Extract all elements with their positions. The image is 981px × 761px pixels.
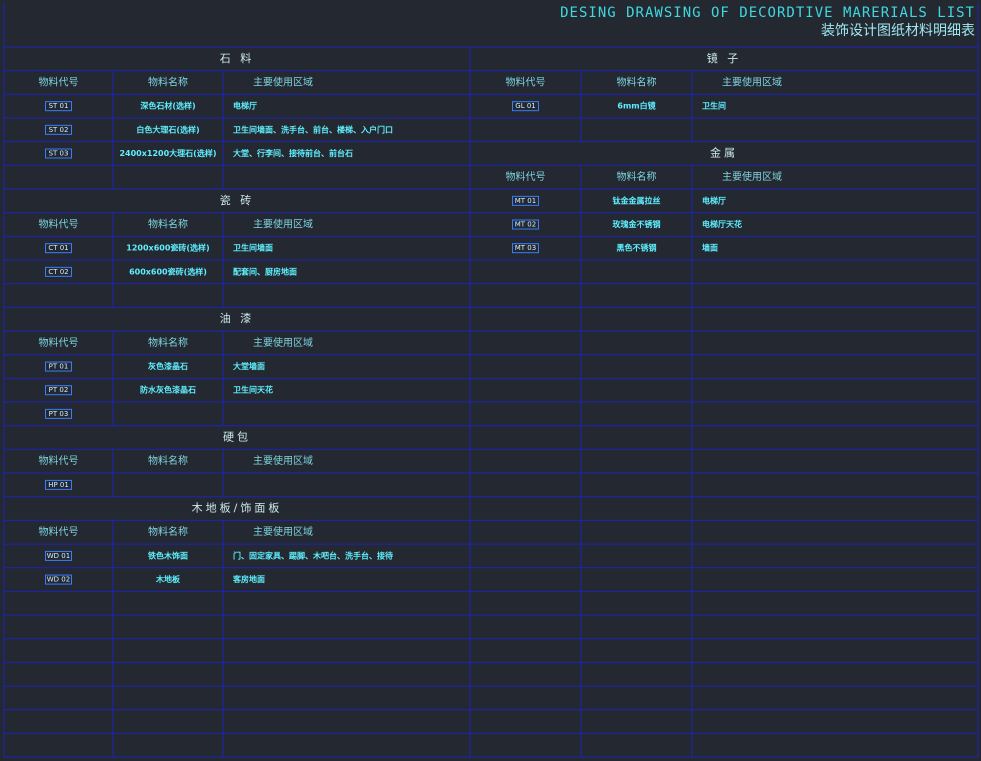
usage-area: 卫生间天花 xyxy=(233,385,273,395)
usage-area: 大堂墙面 xyxy=(233,361,265,371)
usage-area: 配套间、厨房地面 xyxy=(233,266,297,276)
code-box xyxy=(512,101,539,112)
material-name: 6mm白镜 xyxy=(617,101,655,111)
material-code: ST 01 xyxy=(49,102,69,110)
material-code: MT 03 xyxy=(515,244,536,252)
section-title: 镜 子 xyxy=(707,51,742,65)
code-box xyxy=(512,195,539,206)
material-name: 玫瑰金不锈钢 xyxy=(613,219,661,229)
material-name: 铁色木饰面 xyxy=(148,550,188,560)
material-name: 灰色漆晶石 xyxy=(148,361,188,371)
usage-area: 门、固定家具、踢脚、木吧台、洗手台、接待 xyxy=(233,550,393,560)
section-title: 瓷 砖 xyxy=(220,193,255,207)
code-box xyxy=(45,361,72,372)
code-box xyxy=(512,243,539,254)
section-title: 硬包 xyxy=(223,431,251,444)
code-box xyxy=(45,385,72,396)
code-box xyxy=(45,550,72,561)
material-code: GL 01 xyxy=(515,102,535,110)
material-code: MT 01 xyxy=(515,197,536,205)
material-name: 黑色不锈钢 xyxy=(617,243,657,253)
column-header: 物料名称 xyxy=(148,336,188,349)
section-title: 石 料 xyxy=(220,51,255,65)
column-header: 主要使用区域 xyxy=(253,218,313,231)
material-name: 木地板 xyxy=(155,574,181,584)
code-box xyxy=(45,479,72,490)
code-box xyxy=(45,101,72,112)
column-header: 物料代号 xyxy=(39,525,79,538)
column-header: 物料名称 xyxy=(148,525,188,538)
column-header: 主要使用区域 xyxy=(253,525,313,538)
code-box xyxy=(45,148,72,159)
material-code: ST 02 xyxy=(49,126,69,134)
column-header: 主要使用区域 xyxy=(253,76,313,89)
section-title: 油 漆 xyxy=(220,311,255,325)
code-box xyxy=(45,574,72,585)
material-code: CT 01 xyxy=(48,244,68,252)
code-box xyxy=(45,243,72,254)
usage-area: 大堂、行李间、接待前台、前台石 xyxy=(233,148,353,158)
material-code: PT 03 xyxy=(49,410,69,418)
material-name: 2400x1200大理石(选样) xyxy=(119,148,216,158)
code-box xyxy=(512,219,539,230)
column-header: 物料代号 xyxy=(39,218,79,231)
column-header: 主要使用区域 xyxy=(722,76,782,89)
code-box xyxy=(45,124,72,135)
column-header: 主要使用区域 xyxy=(253,336,313,349)
code-box xyxy=(45,408,72,419)
material-name: 钛金金属拉丝 xyxy=(613,195,661,205)
usage-area: 客房地面 xyxy=(232,574,265,584)
title: DESING DRAWSING OF DECORDTIVE MARERIALS … xyxy=(560,5,975,21)
material-code: MT 02 xyxy=(515,221,536,229)
material-name: 1200x600瓷砖(选样) xyxy=(126,243,209,253)
material-code: HP 01 xyxy=(48,481,69,489)
column-header: 物料代号 xyxy=(39,454,79,467)
material-code: ST 03 xyxy=(49,150,69,158)
code-box xyxy=(45,266,72,277)
column-header: 物料代号 xyxy=(506,170,546,183)
material-name: 600x600瓷砖(选样) xyxy=(129,266,207,276)
column-header: 主要使用区域 xyxy=(722,170,782,183)
column-header: 物料代号 xyxy=(39,76,79,89)
usage-area: 电梯厅 xyxy=(702,195,726,205)
material-code: CT 02 xyxy=(48,268,68,276)
column-header: 主要使用区域 xyxy=(253,454,313,467)
material-code: PT 02 xyxy=(49,386,69,394)
column-header: 物料代号 xyxy=(39,336,79,349)
material-name: 防水灰色漆晶石 xyxy=(140,385,196,395)
material-name: 白色大理石(选样) xyxy=(136,124,199,134)
usage-area: 卫生间 xyxy=(702,101,726,111)
material-name: 深色石材(选样) xyxy=(140,101,195,111)
column-header: 物料名称 xyxy=(148,218,188,231)
column-header: 物料代号 xyxy=(506,76,546,89)
usage-area: 卫生间墙面 xyxy=(233,243,273,253)
subtitle: 装饰设计图纸材料明细表 xyxy=(821,23,975,39)
section-title: 金属 xyxy=(710,146,738,160)
usage-area: 电梯厅 xyxy=(233,101,257,111)
usage-area: 电梯厅天花 xyxy=(702,219,742,229)
column-header: 物料名称 xyxy=(617,170,657,183)
column-header: 物料名称 xyxy=(148,76,188,89)
usage-area: 墙面 xyxy=(702,243,718,253)
material-code: PT 01 xyxy=(49,363,69,371)
material-code: WD 01 xyxy=(47,552,70,560)
column-header: 物料名称 xyxy=(148,454,188,467)
section-title: 木地板/饰面板 xyxy=(192,501,283,515)
column-header: 物料名称 xyxy=(617,76,657,89)
material-code: WD 02 xyxy=(47,576,70,584)
usage-area: 卫生间墙面、洗手台、前台、楼梯、入户门口 xyxy=(233,124,393,134)
